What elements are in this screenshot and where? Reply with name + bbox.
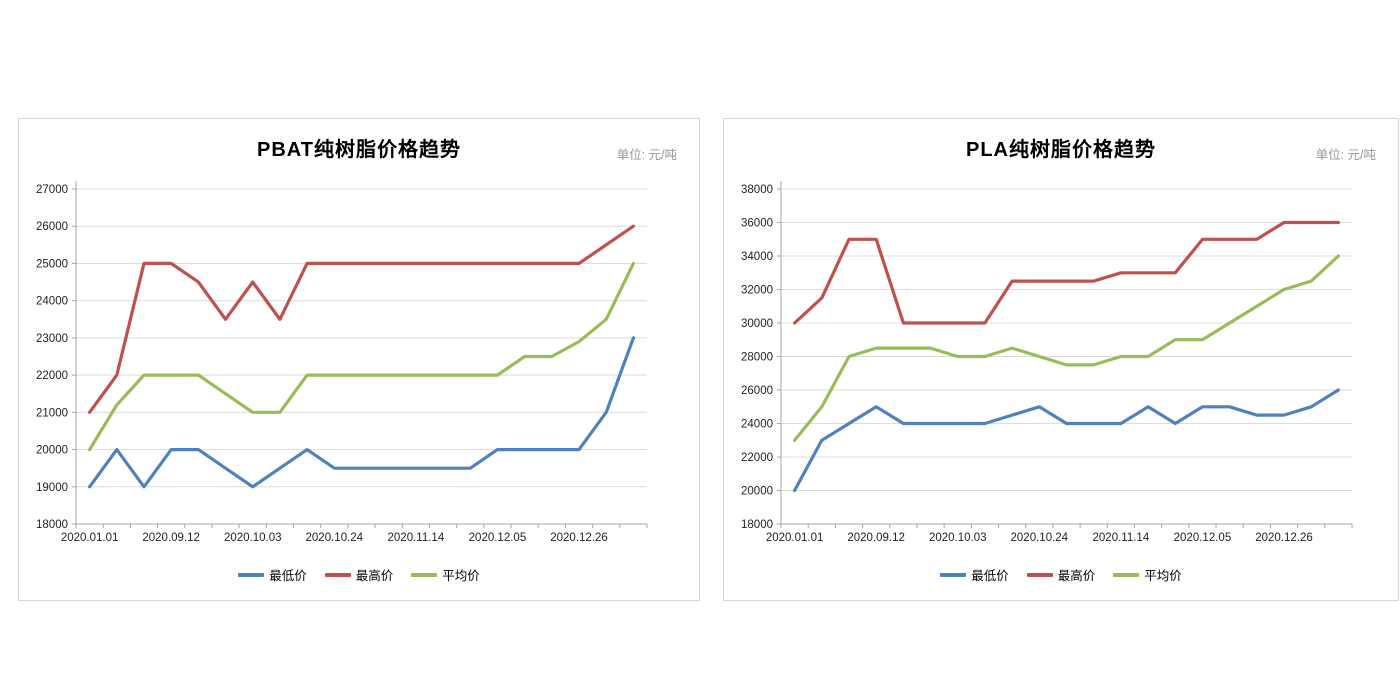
y-axis-label: 26000 (741, 385, 773, 397)
x-axis-label: 2020.01.01 (61, 532, 119, 544)
y-axis-label: 24000 (741, 419, 773, 431)
series-line-average-price (792, 254, 1341, 442)
pbat-chart-panel: 18000 19000 20000 21000 22000 23000 24000 25000… (18, 118, 700, 601)
pla-legend: 最低价 最高价 平均价 (724, 565, 1398, 584)
pbat-plot-area: 18000 19000 20000 21000 22000 23000 24000 25000… (36, 181, 648, 544)
y-axis-label: 18000 (741, 519, 773, 531)
legend-swatch-average-price (1113, 572, 1140, 577)
y-axis-label: 28000 (741, 352, 773, 364)
x-axis-label: 2020.01.01 (766, 532, 824, 544)
y-axis-label: 21000 (36, 407, 68, 419)
y-axis-label: 19000 (36, 482, 68, 494)
x-axis-label: 2020.11.14 (1093, 532, 1150, 544)
legend-item-highest-price: 最高价 (1026, 565, 1096, 584)
y-axis-label: 27000 (36, 184, 68, 196)
legend-item-lowest-price: 最低价 (940, 565, 1009, 584)
legend-item-average-price: 平均价 (1113, 565, 1182, 584)
legend-item-average-price: 平均价 (411, 565, 480, 584)
pbat-unit-label: 单位: 元/吨 (616, 148, 677, 162)
x-axis-label: 2020.10.24 (1011, 532, 1069, 544)
pbat-legend: 最低价 最高价 平均价 (19, 565, 699, 584)
y-axis-label: 18000 (36, 519, 68, 531)
legend-label-average-price: 平均价 (1144, 569, 1182, 583)
y-axis-label: 30000 (741, 318, 773, 330)
legend-label-lowest-price: 最低价 (269, 569, 307, 583)
legend-label-lowest-price: 最低价 (971, 569, 1009, 583)
pla-chart-panel: 18000 20000 22000 24000 26000 28000 30000 32000… (723, 118, 1399, 601)
pla-plot-area: 18000 20000 22000 24000 26000 28000 30000 32000… (741, 181, 1353, 544)
legend-item-highest-price: 最高价 (324, 565, 394, 584)
y-axis-label: 24000 (36, 296, 68, 308)
x-axis-label: 2020.09.12 (142, 532, 200, 544)
x-axis-label: 2020.11.14 (388, 532, 445, 544)
y-axis-label: 34000 (741, 251, 773, 263)
series-line-average-price (87, 261, 636, 452)
x-axis-label: 2020.10.03 (929, 532, 987, 544)
y-axis-label: 38000 (741, 184, 773, 196)
y-axis-label: 36000 (741, 218, 773, 230)
x-axis-label: 2020.12.26 (550, 532, 608, 544)
legend-item-lowest-price: 最低价 (238, 565, 307, 584)
y-axis-label: 25000 (36, 258, 68, 270)
legend-swatch-lowest-price (238, 572, 265, 577)
series-line-lowest-price (792, 388, 1341, 493)
y-axis-label: 32000 (741, 285, 773, 297)
y-axis-label: 20000 (741, 486, 773, 498)
legend-swatch-average-price (411, 572, 438, 577)
x-axis-label: 2020.12.05 (1174, 532, 1232, 544)
legend-swatch-highest-price (324, 572, 351, 577)
legend-swatch-highest-price (1026, 572, 1053, 577)
legend-label-highest-price: 最高价 (355, 569, 394, 583)
series-line-lowest-price (87, 336, 636, 489)
x-axis-label: 2020.09.12 (847, 532, 905, 544)
pla-unit-label: 单位: 元/吨 (1315, 148, 1376, 162)
y-axis-label: 26000 (36, 221, 68, 233)
y-axis-label: 20000 (36, 445, 68, 457)
y-axis-label: 22000 (36, 370, 68, 382)
x-axis-label: 2020.10.24 (306, 532, 364, 544)
legend-swatch-lowest-price (940, 572, 967, 577)
x-axis-label: 2020.10.03 (224, 532, 282, 544)
pla-chart-title: PLA纯树脂价格趋势 (966, 139, 1156, 161)
x-axis-label: 2020.12.26 (1255, 532, 1313, 544)
series-line-highest-price (792, 220, 1341, 325)
y-axis-label: 22000 (741, 452, 773, 464)
x-axis-label: 2020.12.05 (469, 532, 527, 544)
series-line-highest-price (87, 224, 636, 414)
pbat-chart-title: PBAT纯树脂价格趋势 (257, 139, 461, 161)
legend-label-highest-price: 最高价 (1057, 569, 1096, 583)
legend-label-average-price: 平均价 (442, 569, 480, 583)
y-axis-label: 23000 (36, 333, 68, 345)
